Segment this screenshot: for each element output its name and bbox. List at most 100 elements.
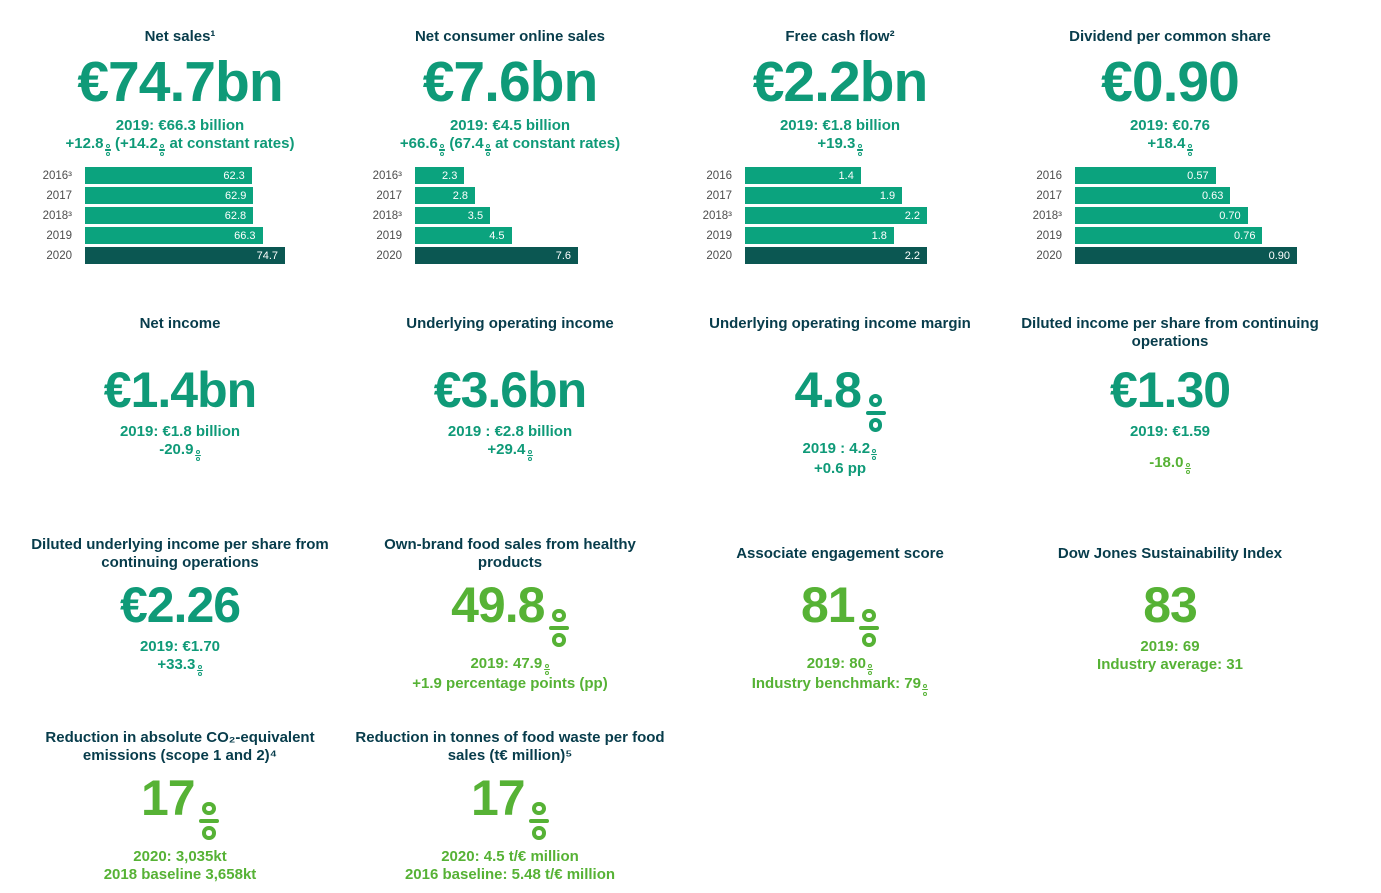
bar-value-label: 62.8	[224, 209, 247, 222]
bar-2017: 2.8	[415, 187, 476, 205]
bar-row: 2016³ 62.3	[15, 166, 345, 186]
bar-track: 4.5	[415, 227, 578, 245]
percent-glyph	[867, 663, 874, 676]
kpi-value: €3.6bn	[433, 362, 587, 418]
online-sales-bar-chart: 2016³ 2.3 2017 2.8 2018³ 3.5 2019	[345, 166, 675, 266]
bar-2018: 62.8	[85, 207, 254, 225]
kpi-value: 83	[1143, 577, 1198, 633]
bar-2017: 1.9	[745, 187, 903, 205]
kpi-subtitle-benchmark: Industry average: 31	[1097, 656, 1243, 673]
percent-glyph	[199, 801, 220, 840]
bar-2017: 62.9	[85, 187, 254, 205]
kpi-subtitle-baseline: 2016 baseline: 5.48 t/€ million	[404, 865, 616, 883]
kpi-subtitle-prior-year: 2019: €1.8 billion	[779, 117, 901, 135]
bar-row: 2018³ 62.8	[15, 206, 345, 226]
bar-year-label: 2017	[376, 189, 402, 202]
bar-track: 0.70	[1075, 207, 1297, 225]
dividend-bar-chart: 2016 0.57 2017 0.63 2018³ 0.70 2019	[1005, 166, 1335, 266]
kpi-card-dividend-per-common-share: Dividend per common share €0.90 2019: €0…	[1005, 20, 1335, 315]
percent-glyph	[196, 664, 203, 677]
bar-year-label: 2017	[706, 189, 732, 202]
bar-track: 62.8	[85, 207, 285, 225]
bar-row: 2017 0.63	[1005, 186, 1335, 206]
bar-row: 2020 7.6	[345, 246, 675, 266]
kpi-subtitle-current: 2020: 4.5 t/€ million	[441, 847, 579, 865]
bar-year-label: 2017	[46, 189, 72, 202]
kpi-subtitle-change: +1.9 percentage points (pp)	[412, 675, 608, 693]
bar-2020: 2.2	[745, 247, 927, 265]
bar-value-label: 2.3	[442, 169, 458, 182]
bar-year-label: 2018³	[1032, 209, 1062, 222]
bar-year-label: 2020	[706, 249, 732, 262]
bar-year-label: 2019	[46, 229, 72, 242]
kpi-subtitle-change: +29.4	[345, 441, 675, 462]
kpi-card-associate-engagement-score: Associate engagement score 81 2019: 80 I…	[675, 530, 1005, 723]
percent-glyph	[865, 393, 886, 432]
bar-row: 2020 74.7	[15, 246, 345, 266]
bar-2019: 1.8	[745, 227, 894, 245]
bar-year-label: 2016	[1036, 169, 1062, 182]
bar-year-label: 2020	[376, 249, 402, 262]
card-title: Net consumer online sales	[414, 28, 606, 45]
bar-value-label: 74.7	[256, 249, 278, 262]
percent-glyph	[194, 449, 201, 462]
bar-value-label: 4.5	[489, 229, 505, 242]
kpi-subtitle-prior-year: 2019 : €2.8 billion	[447, 423, 573, 440]
kpi-card-underlying-operating-income: Underlying operating income €3.6bn 2019 …	[345, 315, 675, 530]
kpi-subtitle-prior-year: 2019: €0.76	[1129, 117, 1211, 135]
kpi-value: 49.8	[345, 580, 675, 647]
kpi-subtitle-change: -18.0	[1005, 454, 1335, 475]
bar-value-label: 2.8	[452, 189, 469, 202]
percent-glyph	[871, 448, 878, 461]
bar-value-label: 62.9	[224, 189, 247, 202]
bar-year-label: 2016³	[42, 169, 72, 182]
bar-track: 0.63	[1075, 187, 1297, 205]
bar-row: 2018³ 2.2	[675, 206, 1005, 226]
bar-track: 7.6	[415, 247, 578, 265]
card-title: Net sales¹	[144, 28, 216, 45]
bar-2019: 0.76	[1075, 227, 1263, 245]
kpi-subtitle-prior-year: 2019: 47.9	[345, 655, 675, 676]
bar-value-label: 1.9	[879, 189, 896, 202]
bar-value-label: 2.2	[904, 209, 920, 222]
kpi-value: €2.2bn	[752, 50, 929, 115]
bar-year-label: 2016³	[372, 169, 402, 182]
kpi-value: 17	[15, 773, 345, 840]
bar-track: 0.76	[1075, 227, 1297, 245]
percent-glyph	[856, 144, 863, 156]
kpi-value: €1.30	[1109, 362, 1231, 418]
kpi-card-underlying-operating-income-margin: Underlying operating income margin 4.8 2…	[675, 315, 1005, 530]
bar-value-label: 1.4	[838, 169, 854, 182]
kpi-subtitle-change: +12.8 (+14.2 at constant rates)	[15, 135, 345, 156]
bar-year-label: 2018³	[702, 209, 732, 222]
kpi-value: 81	[675, 580, 1005, 647]
bar-2019: 66.3	[85, 227, 263, 245]
bar-2018: 2.2	[745, 207, 927, 225]
bar-track: 0.90	[1075, 247, 1297, 265]
bar-row: 2017 2.8	[345, 186, 675, 206]
bar-row: 2016 1.4	[675, 166, 1005, 186]
percent-glyph	[526, 449, 533, 462]
bar-year-label: 2020	[46, 249, 72, 262]
kpi-subtitle-change: -20.9	[15, 441, 345, 462]
bar-track: 0.57	[1075, 167, 1297, 185]
bar-year-label: 2017	[1036, 189, 1062, 202]
kpi-subtitle-current: 2020: 3,035kt	[133, 847, 227, 865]
kpi-value: 17	[345, 773, 675, 840]
bar-track: 2.8	[415, 187, 578, 205]
bar-2016: 0.57	[1075, 167, 1216, 185]
kpi-subtitle-prior-year: 2019 : 4.2	[675, 440, 1005, 461]
bar-2019: 4.5	[415, 227, 512, 245]
kpi-value: €0.90	[1101, 50, 1240, 115]
percent-glyph	[104, 144, 111, 156]
kpi-subtitle-change: +18.4	[1005, 135, 1335, 156]
bar-value-label: 2.2	[904, 249, 920, 262]
percent-glyph	[922, 684, 929, 696]
bar-row: 2017 1.9	[675, 186, 1005, 206]
kpi-subtitle-prior-year: 2019: 69	[1140, 638, 1200, 655]
kpi-card-diluted-income-per-share: Diluted income per share from continuing…	[1005, 315, 1335, 530]
bar-2018: 0.70	[1075, 207, 1248, 225]
bar-year-label: 2019	[376, 229, 402, 242]
kpi-subtitle-prior-year: 2019: €1.8 billion	[119, 423, 241, 440]
percent-glyph	[548, 608, 569, 647]
